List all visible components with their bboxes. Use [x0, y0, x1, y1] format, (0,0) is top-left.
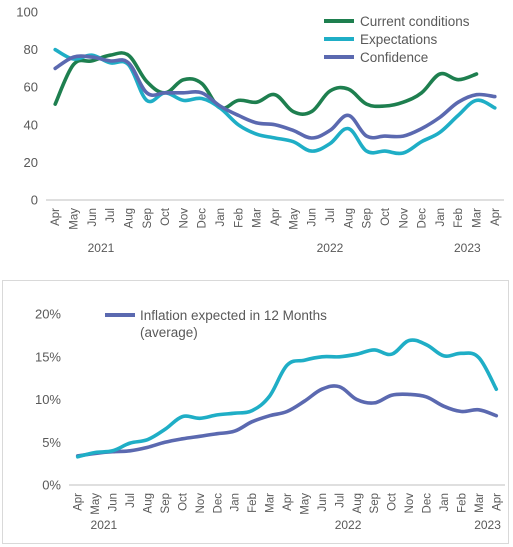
- top-ytick-label: 60: [24, 80, 38, 95]
- top-xtick-label: Oct: [160, 207, 172, 226]
- top-xtick-label: Feb: [453, 208, 465, 228]
- top-ytick-label: 100: [16, 5, 38, 20]
- bottom-ytick-label: 0%: [42, 478, 61, 493]
- top-series-line-0: [53, 51, 479, 116]
- chart-panel-confidence: 0 20 40 60 80 100 Apr May Jun Jul Aug Sep Oct Nov Dec J…: [2, 2, 509, 264]
- top-xtick-label: Jun: [307, 208, 319, 227]
- top-legend-label: Current conditions: [360, 14, 470, 29]
- top-xtick-label: Jan: [215, 208, 227, 227]
- top-xtick-label: Jul: [105, 208, 117, 223]
- top-xtick-label: May: [69, 208, 81, 230]
- top-xtick-label: Nov: [178, 208, 190, 229]
- bottom-legend-label: (average): [140, 325, 198, 340]
- bottom-ytick-label: 20%: [35, 307, 61, 322]
- top-xtick-label: Apr: [270, 208, 282, 226]
- top-xtick-label: Jan: [435, 208, 447, 227]
- bottom-xtick-label: Dec: [212, 493, 224, 514]
- confidence-line-chart: 0 20 40 60 80 100 Apr May Jun Jul Aug Sep Oct Nov Dec J…: [16, 5, 504, 255]
- top-xtick-label: Jul: [325, 208, 337, 223]
- top-ytick-label: 0: [31, 193, 38, 208]
- top-series-line-2: [53, 54, 497, 140]
- bottom-xtick-label: Feb: [247, 493, 259, 513]
- top-xtick-label: Dec: [417, 208, 429, 229]
- top-year-label: 2021: [88, 241, 115, 255]
- bottom-year-label: 2021: [91, 518, 118, 532]
- bottom-xtick-label: Jan: [230, 493, 242, 512]
- bottom-xtick-label: May: [90, 493, 102, 515]
- bottom-xtick-label: Apr: [282, 493, 294, 511]
- top-series-line-1: [53, 47, 497, 156]
- top-xtick-label: Apr: [490, 208, 502, 226]
- bottom-ytick-label: 5%: [42, 435, 61, 450]
- top-ytick-label: 80: [24, 42, 38, 57]
- top-xtick-label: Aug: [343, 208, 355, 228]
- bottom-xtick-label: Jun: [317, 493, 329, 512]
- bottom-xtick-label: Feb: [456, 493, 468, 513]
- top-xtick-label: Nov: [398, 208, 410, 229]
- top-xtick-label: Dec: [197, 208, 209, 229]
- bottom-xtick-label: Jan: [439, 493, 451, 512]
- bottom-xtick-label: May: [299, 493, 311, 515]
- top-ytick-label: 20: [24, 155, 38, 170]
- bottom-xtick-label: Oct: [177, 492, 189, 511]
- chart-panel-inflation: 0% 5% 10% 15% 20% Apr May Jun Jul Aug Sep Oct Nov Dec…: [2, 280, 509, 544]
- top-ytick-label: 40: [24, 117, 38, 132]
- bottom-xtick-label: Aug: [143, 493, 155, 513]
- top-xtick-label: Sep: [362, 208, 374, 228]
- bottom-xtick-label: Dec: [422, 493, 434, 514]
- bottom-xtick-label: Jul: [125, 493, 137, 508]
- inflation-line-chart: 0% 5% 10% 15% 20% Apr May Jun Jul Aug Sep Oct Nov Dec…: [35, 307, 505, 532]
- top-xtick-label: May: [288, 208, 300, 230]
- top-xtick-label: Aug: [123, 208, 135, 228]
- bottom-ytick-label: 10%: [35, 392, 61, 407]
- bottom-xtick-label: Aug: [352, 493, 364, 513]
- top-legend-label: Confidence: [360, 50, 428, 65]
- top-xtick-label: Feb: [233, 208, 245, 228]
- bottom-xtick-label: Mar: [265, 493, 277, 513]
- top-xtick-label: Apr: [50, 208, 62, 226]
- bottom-ytick-label: 15%: [35, 349, 61, 364]
- bottom-xtick-label: Jun: [108, 493, 120, 512]
- bottom-year-label: 2022: [335, 518, 362, 532]
- top-legend-label: Expectations: [360, 32, 438, 47]
- bottom-legend-label: Inflation expected in 12 Months: [140, 308, 327, 323]
- top-year-label: 2023: [454, 241, 481, 255]
- bottom-xtick-label: Apr: [491, 493, 503, 511]
- top-xtick-label: Jun: [87, 208, 99, 227]
- bottom-year-label: 2023: [474, 518, 501, 532]
- top-year-label: 2022: [317, 241, 344, 255]
- bottom-xtick-label: Mar: [474, 493, 486, 513]
- top-xtick-label: Sep: [142, 208, 154, 228]
- bottom-xtick-label: Sep: [160, 493, 172, 513]
- bottom-xtick-label: Jul: [334, 493, 346, 508]
- bottom-xtick-label: Nov: [195, 493, 207, 514]
- bottom-xtick-label: Apr: [73, 493, 85, 511]
- top-xtick-label: Oct: [380, 207, 392, 226]
- bottom-xtick-label: Nov: [404, 493, 416, 514]
- bottom-series-line-0: [75, 384, 499, 458]
- bottom-xtick-label: Oct: [387, 492, 399, 511]
- bottom-series-line-1: [75, 338, 499, 459]
- top-xtick-label: Mar: [472, 208, 484, 228]
- top-xtick-label: Mar: [252, 208, 264, 228]
- bottom-xtick-label: Sep: [369, 493, 381, 513]
